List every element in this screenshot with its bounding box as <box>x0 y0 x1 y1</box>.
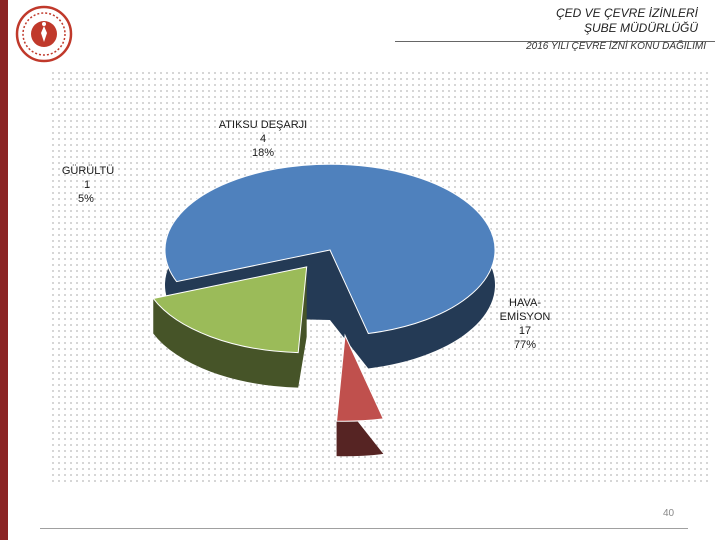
title-line-1: ÇED VE ÇEVRE İZİNLERİ <box>555 6 698 20</box>
label-hava: HAVA- EMİSYON 17 77% <box>480 296 570 352</box>
label-gurultu: GÜRÜLTÜ 1 5% <box>52 164 124 206</box>
slice-atiksu-de-arji <box>152 266 308 354</box>
label-hava-pct: 77% <box>513 339 537 351</box>
label-hava-line2: EMİSYON <box>499 311 551 323</box>
slice-side-g-r-lt- <box>336 335 384 457</box>
label-atiksu: ATIKSU DEŞARJI 4 18% <box>208 118 318 160</box>
label-hava-value: 17 <box>518 325 532 337</box>
ministry-logo <box>15 5 73 63</box>
accent-bar <box>0 0 8 540</box>
page-number: 40 <box>663 508 675 519</box>
label-atiksu-pct: 18% <box>251 147 275 159</box>
header-divider <box>395 41 715 42</box>
label-gurultu-name: GÜRÜLTÜ <box>61 165 115 177</box>
label-gurultu-pct: 5% <box>78 193 94 205</box>
page-title: ÇED VE ÇEVRE İZİNLERİ ŞUBE MÜDÜRLÜĞÜ <box>556 6 698 36</box>
chart-subtitle: 2016 YILI ÇEVRE İZNİ KONU DAĞILIMI <box>526 41 706 52</box>
label-gurultu-value: 1 <box>84 179 91 191</box>
slice-g-r-lt- <box>336 333 385 422</box>
slice-hava-emi-syon <box>164 163 496 334</box>
label-atiksu-name: ATIKSU DEŞARJI <box>218 119 308 131</box>
title-line-2: ŞUBE MÜDÜRLÜĞÜ <box>583 21 698 35</box>
label-atiksu-value: 4 <box>259 133 267 145</box>
footer-divider <box>40 528 688 529</box>
label-hava-line1: HAVA- <box>509 297 541 309</box>
